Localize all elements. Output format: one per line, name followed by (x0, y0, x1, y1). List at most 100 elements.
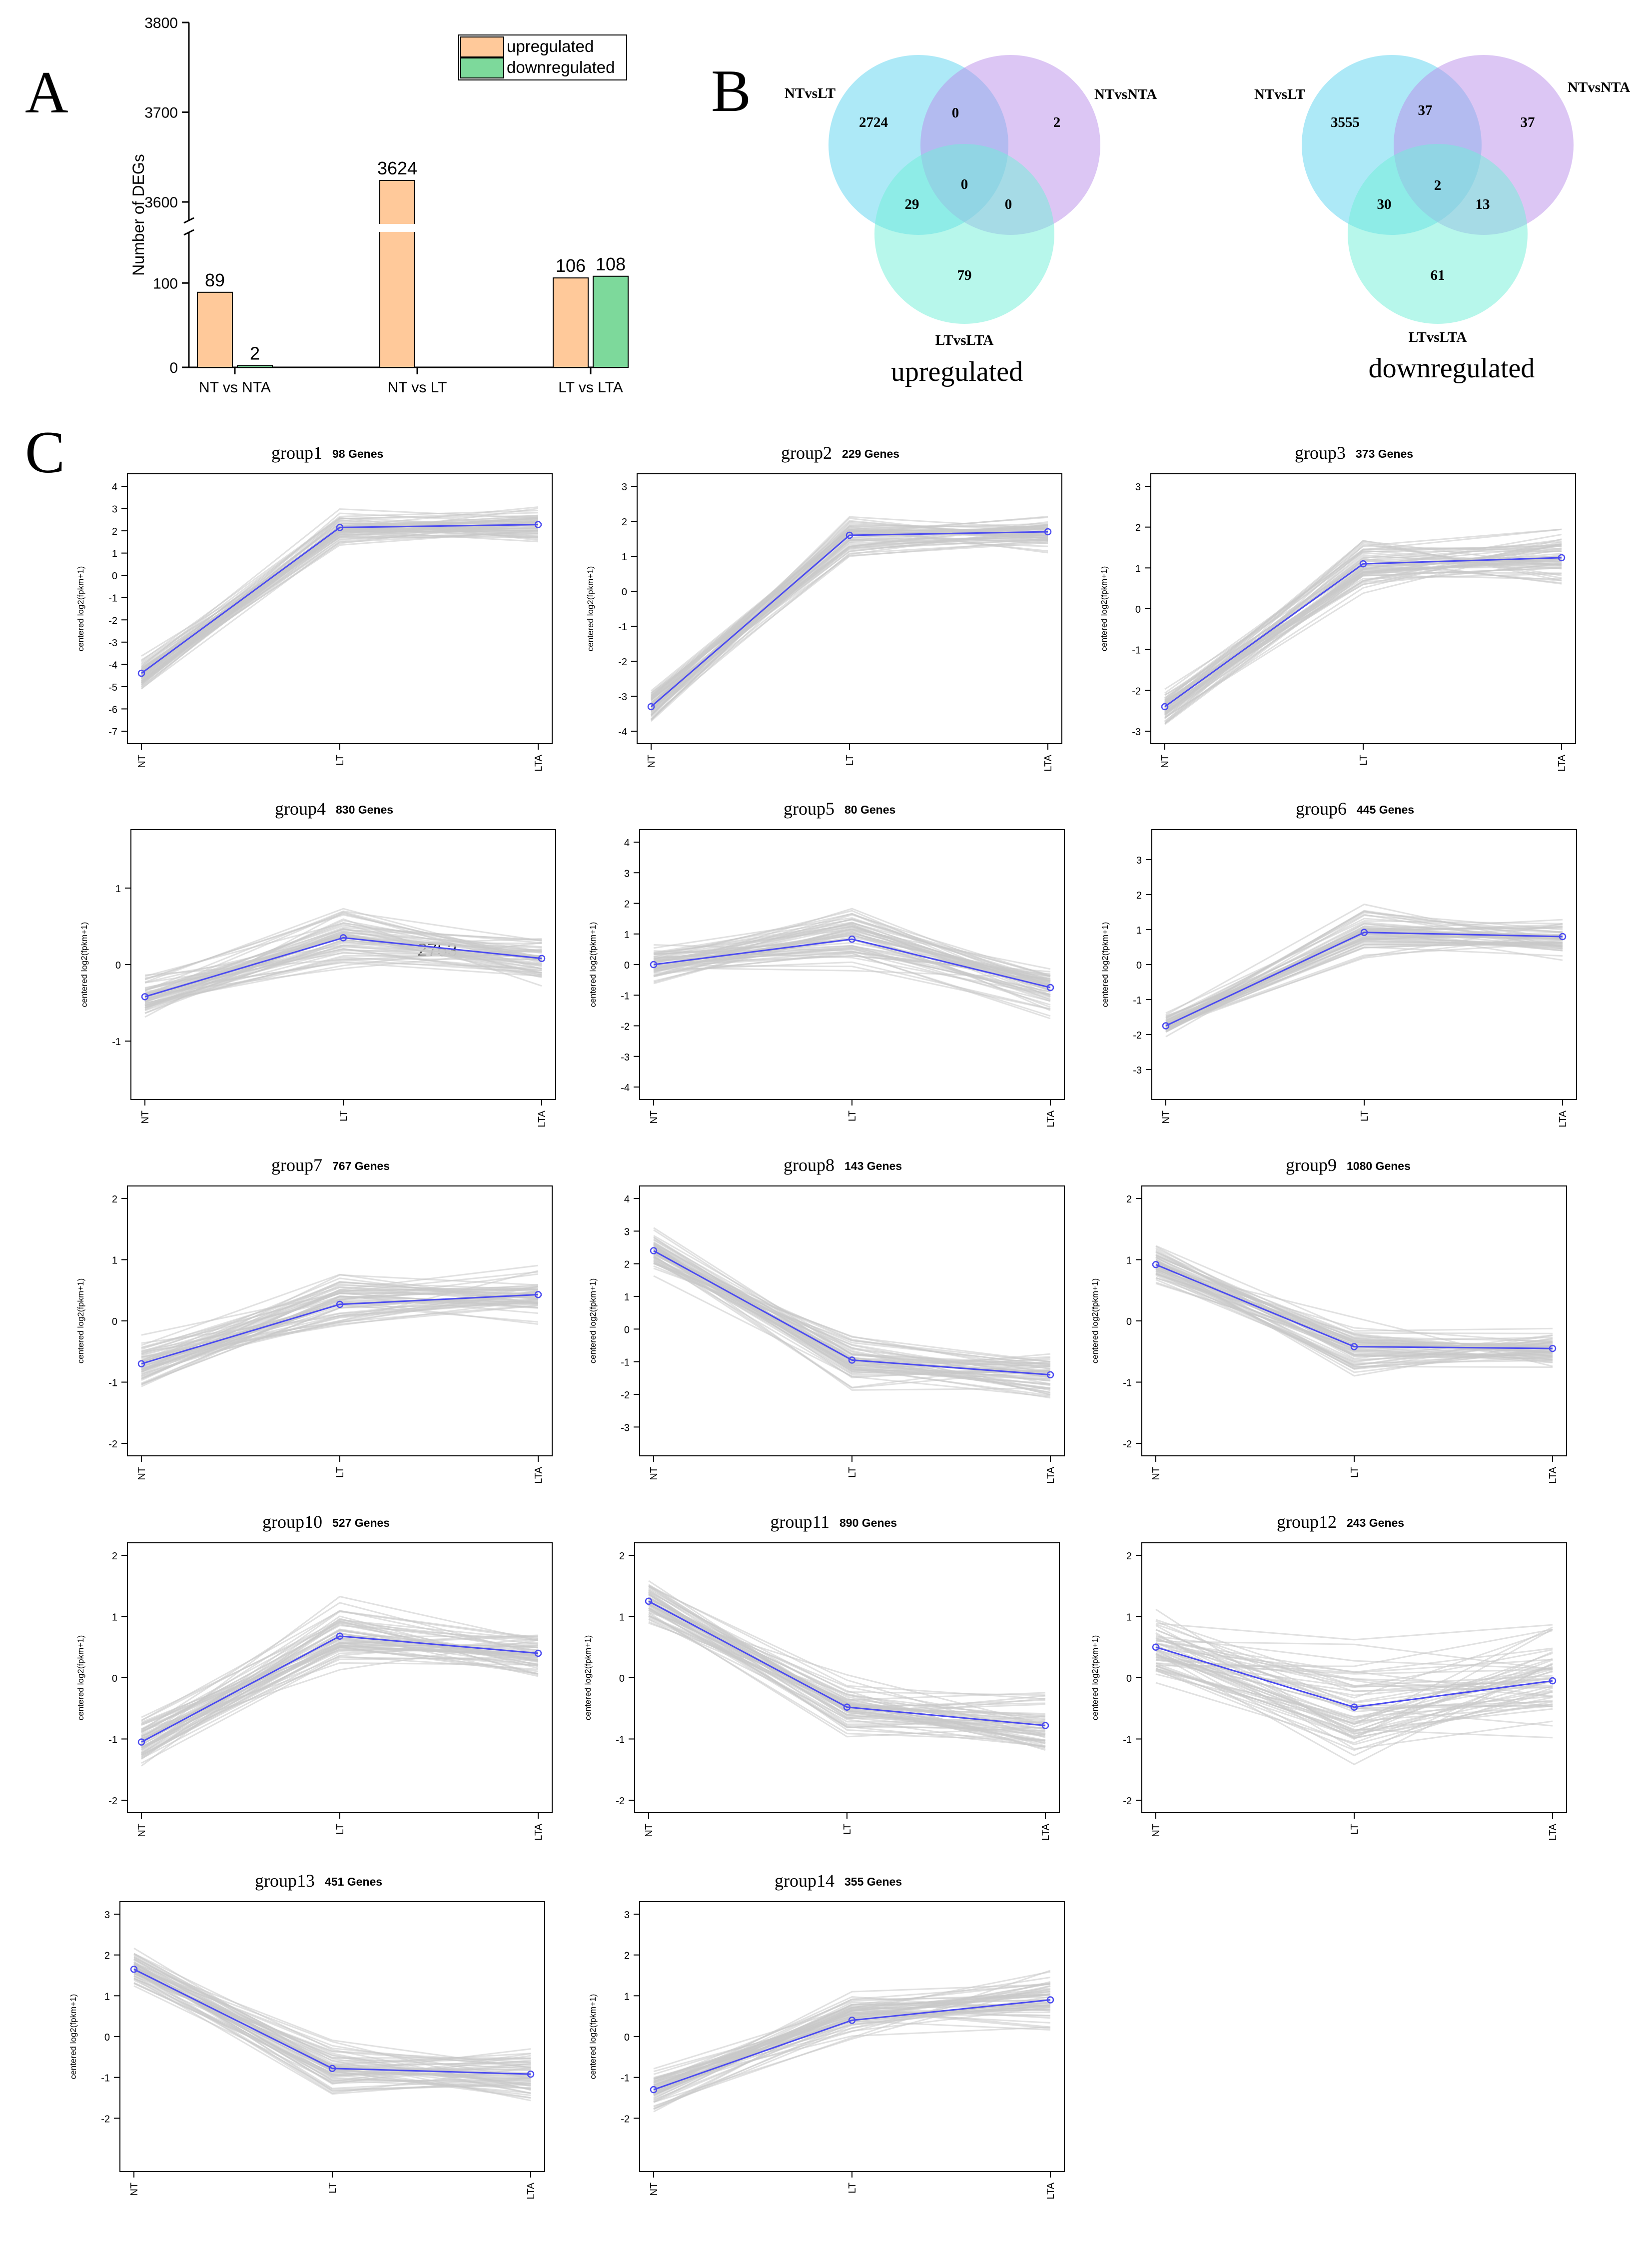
gene-line (1155, 1608, 1553, 1739)
cluster-x-tick-label: LT (847, 1467, 858, 1478)
cluster-y-tick-label: -2 (108, 1796, 117, 1807)
gene-line (651, 542, 1048, 699)
cluster-y-tick-label: 1 (619, 1612, 625, 1623)
cluster-y-axis-title: centered log2(fpkm+1) (76, 1278, 85, 1364)
cluster-trend-point (538, 955, 546, 962)
cluster-title: group2 (781, 443, 832, 463)
cluster-y-tick-label: -1 (108, 1735, 117, 1746)
gene-line (1155, 1652, 1553, 1724)
cluster-gene-count: 355 Genes (844, 1875, 902, 1888)
cluster-y-tick-label: -2 (616, 1796, 625, 1807)
gene-line (141, 527, 539, 682)
cluster-trend-line (651, 531, 1048, 708)
panel-label-a: A (25, 59, 68, 125)
gene-line (141, 529, 539, 663)
cluster-x-tick-label: LT (327, 2183, 338, 2194)
gene-line (141, 529, 539, 672)
cluster-y-tick-label: 1 (1135, 563, 1141, 574)
venn-upregulated: NTvsLT NTvsNTA LTvsLTA 2724 2 79 0 29 0 … (785, 55, 1157, 387)
gene-line (1164, 571, 1562, 703)
cluster-x-tick-label: LTA (1548, 1823, 1559, 1840)
gene-line (133, 1958, 531, 2070)
cluster-x-tick-label: NT (136, 1824, 147, 1837)
gene-line (1155, 1273, 1553, 1362)
cluster-x-tick-label: LT (847, 1111, 858, 1122)
bar-y-tick-label: 0 (169, 360, 178, 376)
cluster-x-tick-label: LT (844, 755, 855, 766)
gene-line (651, 541, 1048, 718)
venn-down-set-ntvsnta: NTvsNTA (1568, 79, 1630, 95)
cluster-plot-group13: group13 451 Genes 3 2 1 0 -1 -2 centered log2(fp… (68, 1871, 545, 2200)
gene-line (653, 1970, 1051, 2107)
gene-line (651, 538, 1048, 706)
cluster-title: group4 (275, 799, 326, 819)
cluster-title: group12 (1277, 1512, 1337, 1532)
gene-line (1155, 1642, 1553, 1721)
gene-line (651, 532, 1048, 702)
gene-line (144, 925, 542, 995)
bar-downregulated (237, 365, 273, 368)
cluster-y-tick-label: -3 (618, 692, 627, 703)
cluster-y-tick-label: 0 (619, 1673, 625, 1684)
cluster-y-tick-label: -6 (108, 704, 117, 715)
cluster-trend-point (1152, 1261, 1160, 1268)
cluster-trend-point (534, 1649, 542, 1657)
gene-line (648, 1604, 1046, 1747)
gene-line (141, 523, 539, 682)
cluster-trend-point (328, 2065, 336, 2072)
gene-line (653, 951, 1051, 978)
gene-line (144, 932, 542, 1011)
legend-label-upregulated: upregulated (507, 37, 594, 55)
bar-value-label: 89 (205, 270, 225, 290)
bar-y-tick-label: 3800 (144, 15, 178, 31)
cluster-y-tick-label: 1 (1126, 1255, 1132, 1266)
gene-line (651, 538, 1048, 704)
gene-line (650, 524, 1048, 708)
cluster-trend-point (1046, 984, 1054, 992)
gene-line (141, 515, 539, 683)
gene-line (1164, 567, 1562, 725)
gene-line (141, 527, 539, 676)
gene-line (648, 1593, 1046, 1736)
cluster-y-tick-label: 1 (104, 1991, 110, 2002)
gene-line (1164, 559, 1562, 713)
cluster-y-tick-label: -1 (108, 1378, 117, 1389)
bar-downregulated (593, 275, 629, 368)
cluster-y-tick-label: 4 (624, 1194, 630, 1205)
gene-line (648, 1613, 1046, 1742)
cluster-trend-point (527, 2070, 535, 2078)
cluster-y-tick-label: 2 (112, 1551, 117, 1562)
gene-line (1155, 1665, 1553, 1737)
cluster-y-axis-title: centered log2(fpkm+1) (68, 1994, 78, 2080)
gene-line (141, 1281, 539, 1364)
gene-line (1155, 1269, 1553, 1343)
cluster-y-tick-label: -1 (108, 593, 117, 604)
gene-line (141, 527, 539, 682)
venn-up-bc: 0 (1005, 196, 1012, 212)
cluster-plot-group8: group8 143 Genes 4 3 2 1 0 -1 -2 -3 centered log2(… (588, 1155, 1065, 1484)
cluster-trend-point (1558, 554, 1566, 562)
gene-line (141, 532, 539, 669)
gene-line (648, 1622, 1046, 1730)
gene-line (653, 1242, 1051, 1376)
gene-line (1165, 936, 1563, 1024)
cluster-title: group1 (271, 443, 322, 463)
cluster-trend-line (653, 1250, 1051, 1376)
cluster-y-tick-label: -2 (108, 615, 117, 626)
cluster-trend-line (1155, 1263, 1553, 1349)
cluster-trend-point (843, 1703, 851, 1711)
gene-line (141, 523, 539, 689)
cluster-y-axis-title: centered log2(fpkm+1) (588, 922, 598, 1008)
cluster-plot-group1: group1 98 Genes 4 3 2 1 0 -1 -2 -3 -4 -5 -6 -7 centere… (76, 443, 553, 772)
cluster-x-tick-label: LT (335, 755, 346, 766)
cluster-y-tick-label: 0 (1135, 604, 1141, 615)
gene-line (141, 524, 539, 687)
gene-line (141, 1291, 539, 1373)
gene-line (141, 1293, 539, 1352)
cluster-y-tick-label: -2 (1132, 686, 1141, 697)
cluster-y-tick-label: -1 (101, 2073, 110, 2084)
cluster-gene-lines (141, 506, 539, 690)
venn-down-bc: 13 (1476, 196, 1490, 212)
bar-y-tick-label: 100 (153, 275, 178, 292)
gene-line (141, 523, 539, 676)
